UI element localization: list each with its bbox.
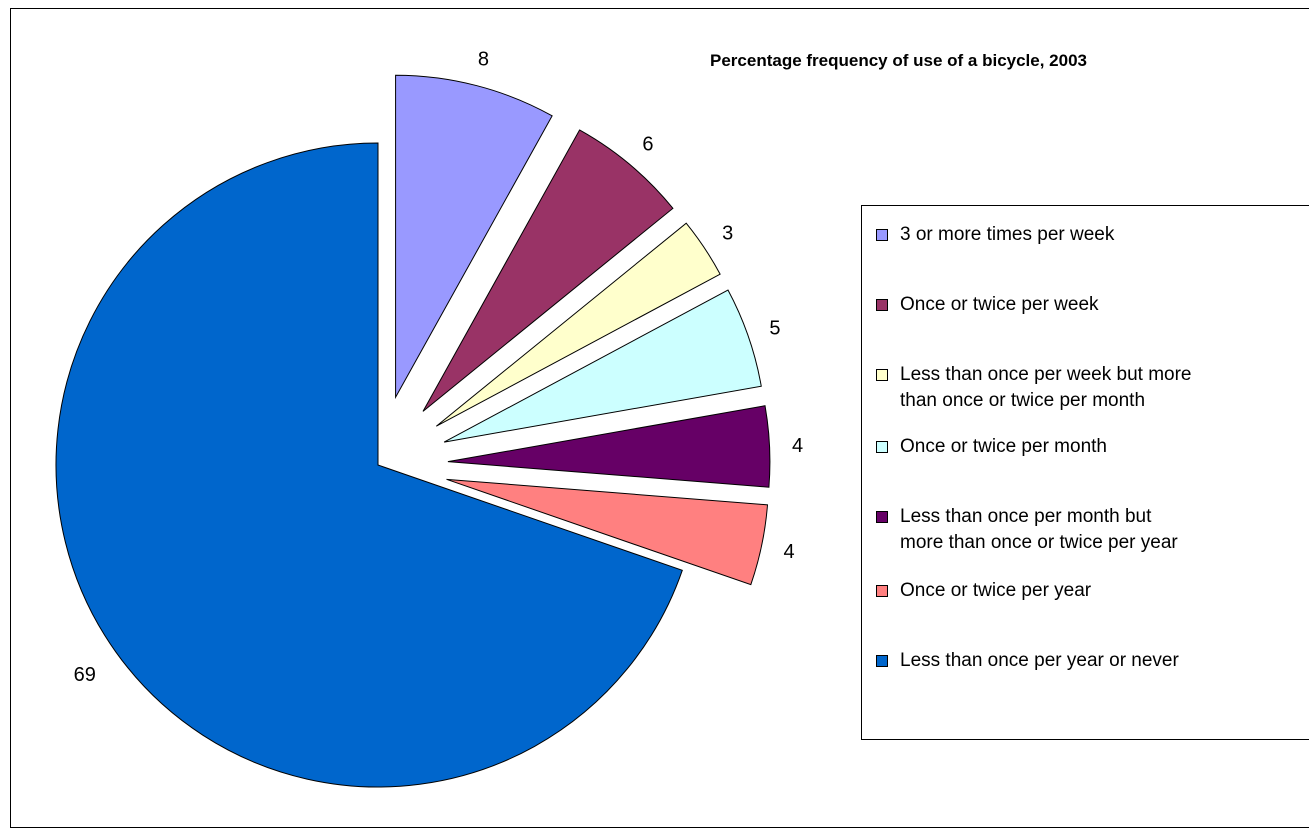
legend-label: Less than once per month but (900, 506, 1152, 527)
legend-label: Once or twice per year (900, 580, 1092, 601)
legend-item: Less than once per month but more than on… (876, 504, 1178, 556)
pie-slice (435, 222, 721, 427)
legend-label: 3 or more times per week (900, 224, 1115, 245)
data-label: 4 (792, 435, 803, 457)
legend-label: than once or twice per month (900, 390, 1146, 411)
legend-label: Once or twice per week (900, 294, 1099, 315)
legend-item: Once or twice per year (876, 578, 1091, 604)
legend-item: Once or twice per month (876, 434, 1107, 460)
legend-item: Less than once per year or never (876, 648, 1179, 674)
pie-slice (55, 142, 683, 788)
legend-swatch (876, 655, 888, 667)
legend-label: more than once or twice per year (900, 532, 1178, 553)
legend: 3 or more times per week Once or twice pe… (861, 205, 1309, 740)
data-label: 4 (784, 541, 795, 563)
legend-item: Once or twice per week (876, 292, 1099, 318)
pie-slice (446, 478, 769, 586)
legend-swatch (876, 511, 888, 523)
legend-item: 3 or more times per week (876, 222, 1114, 248)
legend-swatch (876, 229, 888, 241)
pie-slice (422, 129, 674, 412)
data-label: 6 (642, 133, 653, 155)
pie-slice (447, 405, 771, 488)
data-label: 8 (478, 48, 489, 70)
chart-title: Percentage frequency of use of a bicycle… (710, 51, 1087, 70)
legend-swatch (876, 441, 888, 453)
pie-slice (443, 289, 762, 443)
legend-item: Less than once per week but more than onc… (876, 362, 1192, 414)
legend-label: Less than once per year or never (900, 650, 1179, 671)
legend-swatch (876, 585, 888, 597)
pie-slice (395, 74, 553, 400)
data-label: 69 (74, 664, 96, 686)
data-label: 3 (722, 222, 733, 244)
legend-label: Less than once per week but more (900, 364, 1192, 385)
legend-swatch (876, 369, 888, 381)
legend-label: Once or twice per month (900, 436, 1107, 457)
data-label: 5 (769, 318, 780, 340)
legend-swatch (876, 299, 888, 311)
